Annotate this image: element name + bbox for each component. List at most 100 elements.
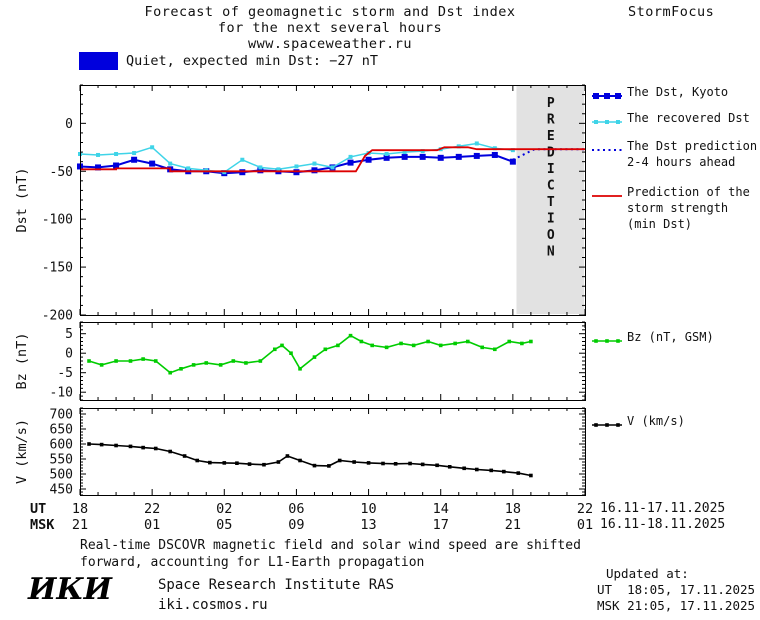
legend-dst-kyoto: The Dst, Kyoto <box>592 84 728 103</box>
x-tick-ut-4: 10 <box>360 501 377 517</box>
series-marker <box>529 473 533 478</box>
status-label: Quiet, expected min Dst: −27 nT <box>126 53 378 69</box>
series-marker <box>114 152 119 156</box>
series-marker <box>465 339 470 344</box>
series-marker <box>383 154 390 161</box>
series-marker <box>435 463 439 468</box>
series-marker <box>474 467 479 472</box>
series-marker <box>384 152 389 156</box>
series-marker <box>244 361 248 365</box>
legend-recovered-dst-label: The recovered Dst <box>627 111 750 125</box>
series-marker <box>381 461 385 466</box>
x-tick-msk-7: 01 <box>576 517 594 533</box>
series-marker <box>235 461 239 465</box>
prediction-zone-label: P <box>547 96 555 111</box>
series-marker <box>312 463 317 468</box>
legend-storm-line3: (min Dst) <box>627 217 693 231</box>
series-marker <box>149 160 156 167</box>
status-row: Quiet, expected min Dst: −27 nT <box>79 52 378 70</box>
x-tick-ut-5: 14 <box>432 501 449 517</box>
series-marker <box>453 341 457 346</box>
date-range-msk: 16.11-18.11.2025 <box>600 517 726 532</box>
x-tick-msk-6: 21 <box>504 517 521 533</box>
prediction-zone-label: I <box>547 162 555 177</box>
series-marker <box>323 347 328 352</box>
series-marker <box>402 150 407 155</box>
x-tick-ut-7: 22 <box>576 501 594 517</box>
date-range-ut: 16.11-17.11.2025 <box>600 501 726 516</box>
x-axis-ut-name: UT <box>30 501 47 517</box>
series-marker <box>455 153 462 160</box>
series-marker <box>113 162 120 169</box>
series-line <box>88 443 532 477</box>
v-line-icon <box>592 423 622 427</box>
y-tick-label: 0 <box>65 347 73 362</box>
iki-logo: ИКИ <box>28 572 112 607</box>
series-marker <box>128 359 133 363</box>
series-marker <box>141 445 145 450</box>
y-tick-label: -200 <box>42 309 73 324</box>
y-tick-label: 600 <box>50 438 73 453</box>
legend-bz-label: Bz (nT, GSM) <box>627 330 714 344</box>
institute-site: iki.cosmos.ru <box>158 597 268 613</box>
series-marker <box>393 462 398 466</box>
series-marker <box>480 345 484 350</box>
prediction-zone-label: O <box>547 228 555 243</box>
prediction-zone-label: N <box>547 245 555 260</box>
y-tick-label: 700 <box>50 408 73 423</box>
series-marker <box>258 165 263 170</box>
series-marker <box>222 170 227 175</box>
y-axis-title: V (km/s) <box>14 419 30 484</box>
bz-line-icon <box>592 339 622 343</box>
series-marker <box>168 370 172 375</box>
series-marker <box>312 355 317 359</box>
series-marker <box>510 148 515 153</box>
series-marker <box>208 460 212 465</box>
series-marker <box>191 363 196 367</box>
dst-prediction-dotted-line-icon <box>592 149 622 151</box>
series-marker <box>114 443 118 448</box>
y-tick-label: -5 <box>57 366 73 381</box>
series-marker <box>456 144 461 149</box>
series-marker <box>507 339 512 344</box>
series-marker <box>399 341 403 346</box>
series-marker <box>352 460 356 464</box>
series-marker <box>128 444 133 449</box>
series-marker <box>153 359 158 363</box>
series-marker <box>502 469 506 474</box>
series-marker <box>298 458 302 463</box>
series-marker <box>327 464 331 468</box>
series-marker <box>231 359 236 363</box>
legend-storm-prediction-label: Prediction of the storm strength (min Ds… <box>627 184 750 232</box>
series-marker <box>420 462 425 467</box>
series-line <box>88 334 532 374</box>
legend-dst-prediction: The Dst prediction 2-4 hours ahead <box>592 138 757 170</box>
series-marker <box>384 345 389 350</box>
prediction-zone-label: R <box>547 113 555 128</box>
institute-name: Space Research Institute RAS <box>158 577 395 593</box>
footer-note-line2: forward, accounting for L1-Earth propaga… <box>80 555 425 570</box>
series-marker <box>257 167 264 174</box>
series-marker <box>240 157 245 162</box>
series-marker <box>348 333 353 338</box>
legend-storm-line1: Prediction of the <box>627 185 750 199</box>
y-axis-title: Dst (nT) <box>14 167 30 232</box>
series-marker <box>293 169 300 176</box>
x-tick-ut-6: 18 <box>504 501 521 517</box>
series-marker <box>179 367 183 371</box>
prediction-zone-label: E <box>547 129 555 144</box>
storm-prediction-line-icon <box>592 195 622 197</box>
updated-at-msk: MSK 21:05, 17.11.2025 <box>597 598 756 613</box>
dst-kyoto-line-icon <box>592 93 622 99</box>
series-marker <box>491 151 498 158</box>
title-line2: for the next several hours <box>217 20 443 36</box>
legend-recovered-dst: The recovered Dst <box>592 110 750 129</box>
y-tick-label: 5 <box>65 327 73 342</box>
series-marker <box>141 357 145 361</box>
y-tick-label: 0 <box>65 117 73 132</box>
series-marker <box>348 154 353 159</box>
updated-at-label: Updated at: <box>606 566 689 581</box>
x-tick-msk-2: 05 <box>216 517 233 533</box>
prediction-zone-label: I <box>547 212 555 227</box>
